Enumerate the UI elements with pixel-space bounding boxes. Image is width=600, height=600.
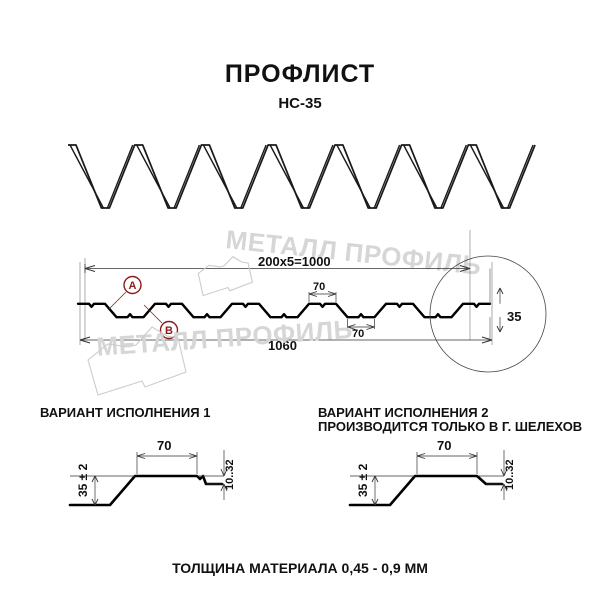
svg-text:МЕТАЛЛ ПРОФИЛЬ: МЕТАЛЛ ПРОФИЛЬ — [95, 314, 353, 362]
svg-text:10..32: 10..32 — [504, 459, 516, 490]
svg-text:70: 70 — [437, 438, 451, 453]
svg-text:35: 35 — [507, 309, 521, 324]
svg-text:ТОЛЩИНА МАТЕРИАЛА 0,45 - 0,9 М: ТОЛЩИНА МАТЕРИАЛА 0,45 - 0,9 МM — [172, 560, 428, 576]
svg-text:10..32: 10..32 — [224, 459, 236, 490]
svg-text:ВАРИАНТ ИСПОЛНЕНИЯ 1: ВАРИАНТ ИСПОЛНЕНИЯ 1 — [40, 405, 210, 420]
svg-text:МЕТАЛЛ ПРОФИЛЬ: МЕТАЛЛ ПРОФИЛЬ — [224, 224, 483, 281]
svg-text:35 ± 2: 35 ± 2 — [76, 463, 90, 497]
svg-text:70: 70 — [352, 328, 364, 340]
svg-text:ВАРИАНТ ИСПОЛНЕНИЯ 2: ВАРИАНТ ИСПОЛНЕНИЯ 2 — [318, 405, 488, 420]
svg-text:35 ± 2: 35 ± 2 — [356, 463, 370, 497]
svg-text:A: A — [129, 280, 137, 292]
svg-text:70: 70 — [157, 438, 171, 453]
svg-text:200x5=1000: 200x5=1000 — [258, 254, 331, 269]
svg-text:ПРОИЗВОДИТСЯ ТОЛЬКО В Г. ШЕЛЕХ: ПРОИЗВОДИТСЯ ТОЛЬКО В Г. ШЕЛЕХОВ — [318, 419, 582, 434]
svg-text:70: 70 — [313, 281, 325, 293]
